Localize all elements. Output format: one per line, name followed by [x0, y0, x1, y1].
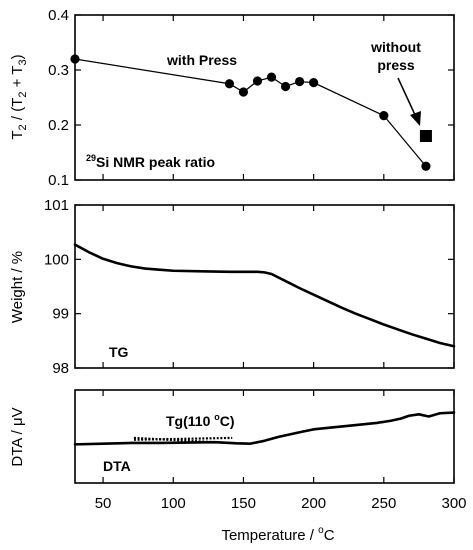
tg-panel: 98 99 100 101 Weight / % TG: [9, 197, 456, 377]
nmr-panel-label-sup: 29: [86, 153, 96, 163]
tg-annotation-sup: o: [214, 412, 220, 422]
tg-annotation-tail: C): [220, 413, 235, 429]
nmr-panel-label-text: Si NMR peak ratio: [96, 154, 215, 170]
without-press-label-line2: press: [377, 57, 415, 73]
with-press-label: with Press: [166, 52, 237, 68]
x-axis-label-text: Temperature /: [221, 527, 318, 544]
x-tick-labels: 50 100 150 200 250 300: [95, 495, 467, 512]
x-axis-label-unit: C: [324, 527, 335, 544]
without-press-arrow-shaft: [397, 77, 417, 118]
dta-panel: DTA / μV Tg(110 oC) DTA: [9, 389, 456, 484]
with-press-series-line: [74, 58, 427, 167]
tg-y-tick-label: 100: [44, 251, 69, 268]
x-tick-label: 300: [441, 495, 466, 512]
x-tick-label: 200: [301, 495, 326, 512]
dta-curve: [73, 411, 456, 446]
tg-y-tick-label: 99: [52, 306, 69, 323]
with-press-point: [224, 79, 235, 89]
with-press-point: [309, 78, 319, 88]
without-press-point: [419, 130, 432, 142]
with-press-point: [238, 87, 249, 97]
nmr-x-ticks: [102, 15, 455, 180]
tg-y-tick-label: 98: [52, 360, 69, 377]
dta-tangent-line-2: [133, 436, 233, 441]
tg-plot-frame: [74, 204, 455, 369]
with-press-point: [266, 72, 277, 82]
tg-x-ticks: [102, 205, 455, 368]
tg-curve: [73, 243, 456, 348]
nmr-panel-label: 29Si NMR peak ratio: [86, 153, 215, 170]
x-tick-label: 50: [95, 495, 112, 512]
x-tick-label: 100: [161, 495, 186, 512]
with-press-series-points: [70, 54, 431, 171]
without-press-label-line1: without: [370, 39, 421, 55]
tg-y-ticks: 98 99 100 101: [44, 197, 454, 377]
tg-annotation-text: Tg(110: [166, 413, 214, 429]
nmr-plot-frame: [74, 14, 455, 181]
tg-y-axis-label: Weight / %: [9, 251, 26, 323]
dta-plot-frame: [74, 389, 455, 484]
nmr-y-axis-label: T2 / (T2 + T3): [9, 54, 29, 139]
dta-panel-label: DTA: [103, 458, 131, 474]
with-press-point: [421, 161, 431, 171]
with-press-point: [379, 111, 389, 121]
nmr-panel: 0.1 0.2 0.3 0.4 T2 / (T2 + T3) with Press w…: [9, 7, 455, 189]
with-press-point: [280, 81, 291, 92]
with-press-point: [252, 76, 263, 86]
x-tick-label: 250: [371, 495, 396, 512]
nmr-y-tick-label: 0.4: [48, 7, 69, 24]
without-press-arrow-head: [410, 111, 421, 126]
dta-x-ticks: [102, 390, 455, 483]
x-tick-label: 150: [231, 495, 256, 512]
tg-annotation: Tg(110 oC): [166, 412, 235, 429]
with-press-point: [70, 54, 80, 64]
with-press-point: [294, 76, 305, 87]
nmr-y-tick-label: 0.3: [48, 62, 69, 79]
nmr-y-tick-label: 0.1: [48, 172, 69, 189]
x-axis-label: Temperature / oC: [221, 525, 334, 544]
tg-panel-label: TG: [109, 344, 129, 360]
x-axis-label-sup: o: [318, 525, 324, 536]
without-press-series-points: [419, 130, 432, 142]
nmr-y-ticks: 0.1 0.2 0.3 0.4: [48, 7, 454, 189]
dta-y-axis-label: DTA / μV: [9, 407, 26, 466]
nmr-y-tick-label: 0.2: [48, 117, 69, 134]
tg-y-tick-label: 101: [44, 197, 69, 214]
